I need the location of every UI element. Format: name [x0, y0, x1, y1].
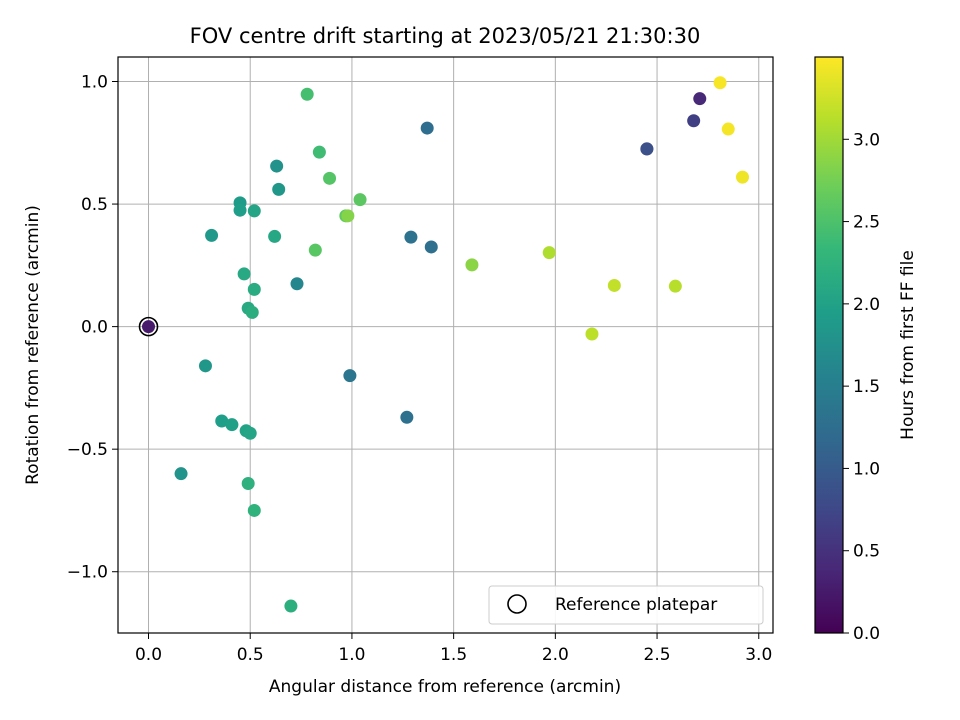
- colorbar-tick-label: 0.0: [853, 624, 880, 644]
- data-point: [272, 182, 286, 196]
- y-axis: −1.0 −0.5 0.0 0.5 1.0: [67, 73, 118, 583]
- data-point: [585, 327, 599, 341]
- data-points: [142, 76, 749, 613]
- data-point: [640, 142, 654, 156]
- data-point: [465, 258, 479, 272]
- data-point: [713, 76, 727, 90]
- data-point: [300, 87, 314, 101]
- data-point: [245, 305, 259, 319]
- x-tick-label: 2.5: [644, 645, 671, 665]
- colorbar-tick-label: 2.5: [853, 213, 880, 233]
- data-point: [693, 92, 707, 106]
- colorbar-gradient: [815, 57, 843, 633]
- plot-background: [118, 57, 773, 633]
- data-point: [308, 243, 322, 257]
- x-axis: 0.0 0.5 1.0 1.5 2.0 2.5 3.0: [135, 633, 772, 665]
- colorbar-tick-label: 0.5: [853, 542, 880, 562]
- y-axis-label: Rotation from reference (arcmin): [23, 205, 43, 485]
- grid-lines: [118, 57, 773, 633]
- data-point: [215, 414, 229, 428]
- data-point: [268, 229, 282, 243]
- data-point: [225, 418, 239, 432]
- data-point: [323, 171, 337, 185]
- y-tick-label: 1.0: [81, 73, 108, 93]
- x-tick-label: 0.0: [135, 645, 162, 665]
- data-point: [341, 209, 355, 223]
- colorbar-tick-label: 2.0: [853, 295, 880, 315]
- data-point: [353, 193, 367, 207]
- data-point: [237, 267, 251, 281]
- data-point: [424, 240, 438, 254]
- data-point: [420, 121, 434, 135]
- legend-box: [488, 585, 764, 625]
- data-point: [247, 503, 261, 517]
- colorbar: 0.0 0.5 1.0 1.5 2.0 2.5 3.0 Hours from first F…: [814, 56, 918, 644]
- data-point: [721, 122, 735, 136]
- chart-title: FOV centre drift starting at 2023/05/21 …: [190, 24, 701, 48]
- data-point: [205, 228, 219, 242]
- data-point: [284, 599, 298, 613]
- colorbar-ticks: 0.0 0.5 1.0 1.5 2.0 2.5 3.0: [843, 130, 880, 644]
- data-point: [404, 230, 418, 244]
- data-point: [542, 246, 556, 260]
- y-tick-label: −1.0: [67, 563, 108, 583]
- x-tick-label: 3.0: [745, 645, 772, 665]
- data-point: [241, 476, 255, 490]
- data-point: [198, 359, 212, 373]
- colorbar-tick-label: 1.5: [853, 377, 880, 397]
- x-axis-label: Angular distance from reference (arcmin): [269, 677, 621, 697]
- x-tick-label: 1.0: [338, 645, 365, 665]
- data-point: [400, 410, 414, 424]
- data-point: [233, 203, 247, 217]
- legend-entry-label: Reference platepar: [555, 595, 717, 615]
- data-point: [247, 282, 261, 296]
- data-point: [174, 467, 188, 481]
- plot-frame: [117, 56, 774, 634]
- data-point: [668, 279, 682, 293]
- data-point: [735, 170, 749, 184]
- y-tick-label: 0.0: [81, 318, 108, 338]
- colorbar-tick-label: 3.0: [853, 130, 880, 150]
- x-tick-label: 2.0: [542, 645, 569, 665]
- colorbar-tick-label: 1.0: [853, 459, 880, 479]
- y-tick-label: 0.5: [81, 195, 108, 215]
- data-point: [607, 278, 621, 292]
- colorbar-label: Hours from first FF file: [898, 250, 918, 440]
- data-point: [243, 426, 257, 440]
- data-point: [247, 204, 261, 218]
- data-point: [312, 145, 326, 159]
- reference-marker: [138, 316, 159, 337]
- legend-marker: [507, 594, 527, 614]
- legend: Reference platepar: [488, 585, 764, 625]
- data-point: [343, 369, 357, 383]
- data-point: [270, 159, 284, 173]
- x-tick-label: 1.5: [440, 645, 467, 665]
- data-point: [290, 277, 304, 291]
- data-point: [142, 320, 156, 334]
- x-tick-label: 0.5: [237, 645, 264, 665]
- y-tick-label: −0.5: [67, 440, 108, 460]
- data-point: [687, 114, 701, 128]
- colorbar-frame: [814, 56, 844, 634]
